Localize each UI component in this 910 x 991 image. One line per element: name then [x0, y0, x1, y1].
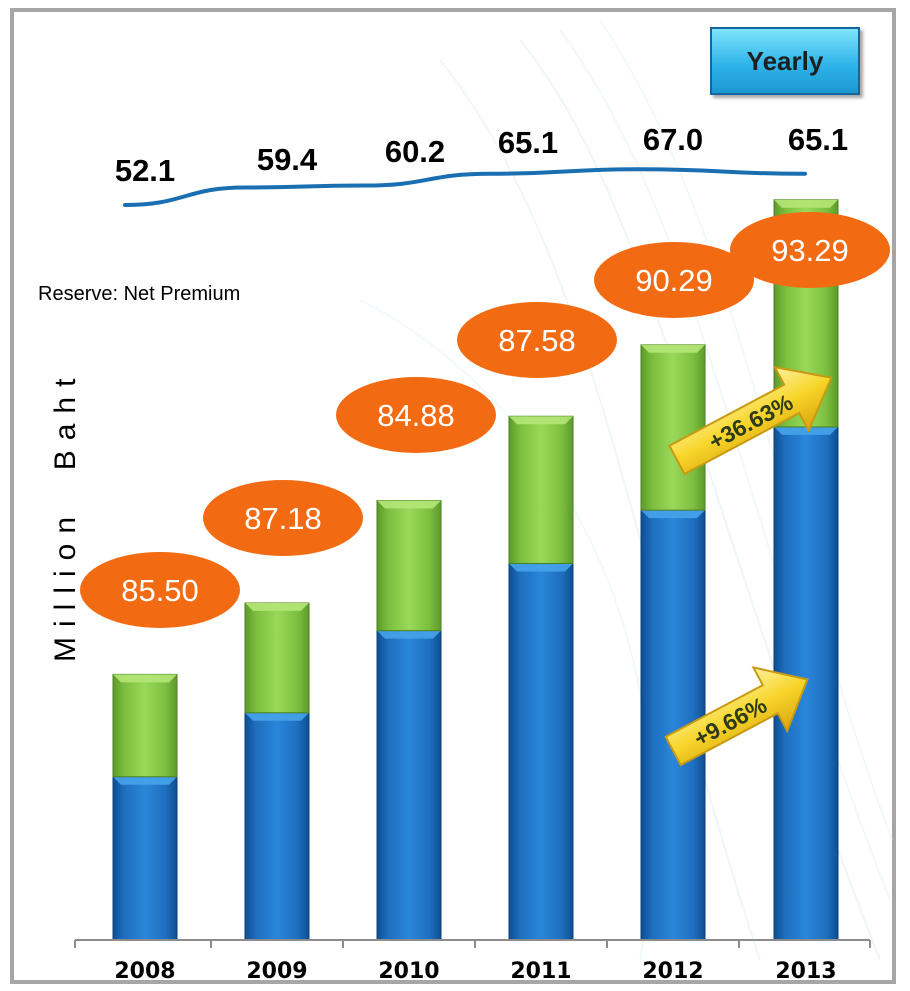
bubble-2012: 90.29 [594, 242, 754, 318]
bubble-2011: 87.58 [457, 302, 617, 378]
bar-cap-2011-series2 [509, 416, 573, 425]
x-axis: 2008 2009 2010 2011 2012 2013 [74, 939, 871, 984]
ratio-line-path [123, 167, 807, 207]
bar-2010-series2 [376, 500, 442, 632]
bubble-label-2012: 90.29 [635, 263, 713, 298]
ratio-label-2008: 52.1 [115, 153, 175, 188]
x-tick-label-2010: 2010 [378, 959, 439, 984]
bubble-2009: 87.18 [203, 480, 363, 556]
bubble-label-2010: 84.88 [377, 398, 455, 433]
bar-cap-2013-series1 [774, 426, 838, 435]
bar-cap-2010-series2 [377, 500, 441, 509]
y-axis-label: Million Baht [49, 369, 82, 662]
bubble-label-2009: 87.18 [244, 501, 322, 536]
bar-cap-2012-series1 [641, 510, 705, 519]
bar-cap-2009-series1 [245, 712, 309, 721]
ratio-line [123, 167, 807, 207]
bar-2009-series1 [244, 712, 310, 941]
bubble-label-2013: 93.29 [771, 233, 849, 268]
bar-cap-2011-series1 [509, 563, 573, 572]
yearly-button[interactable]: Yearly [710, 27, 860, 95]
ratio-label-2011: 65.1 [498, 125, 558, 160]
bar-2009-series2 [244, 602, 310, 714]
bubble-2013: 93.29 [730, 212, 890, 288]
reserve-annotation: Reserve: Net Premium [38, 283, 240, 305]
ratio-label-2010: 60.2 [385, 134, 445, 169]
ratio-label-2013: 65.1 [788, 122, 848, 157]
bar-2008-series2 [112, 673, 178, 778]
bubble-label-2011: 87.58 [498, 323, 576, 358]
x-tick-label-2013: 2013 [775, 959, 836, 984]
x-tick-label-2012: 2012 [642, 959, 703, 984]
bar-cap-2008-series2 [113, 674, 177, 683]
bubble-label-2008: 85.50 [121, 573, 199, 608]
ratio-labels: 52.1 59.4 60.2 65.1 67.0 65.1 [115, 122, 848, 188]
bar-cap-2013-series2 [774, 199, 838, 208]
bar-cap-2009-series2 [245, 602, 309, 611]
bar-2010-series1 [376, 630, 442, 941]
bar-2011-series1 [508, 562, 574, 941]
ratio-label-2012: 67.0 [643, 122, 703, 157]
x-tick-label-2011: 2011 [510, 959, 571, 984]
bar-cap-2012-series2 [641, 344, 705, 353]
chart-frame [10, 8, 896, 984]
bar-2012-series2 [640, 344, 706, 511]
x-tick-label-2008: 2008 [114, 959, 175, 984]
bubble-2008: 85.50 [80, 552, 240, 628]
bar-2008-series1 [112, 776, 178, 941]
bar-cap-2008-series1 [113, 776, 177, 785]
bubble-labels: 85.50 87.18 84.88 87.58 90.29 93.29 [80, 212, 890, 628]
bar-2011-series2 [508, 415, 574, 564]
ratio-label-2009: 59.4 [257, 142, 318, 177]
bubble-2010: 84.88 [336, 377, 496, 453]
x-tick-label-2009: 2009 [246, 959, 307, 984]
bar-cap-2010-series1 [377, 630, 441, 639]
